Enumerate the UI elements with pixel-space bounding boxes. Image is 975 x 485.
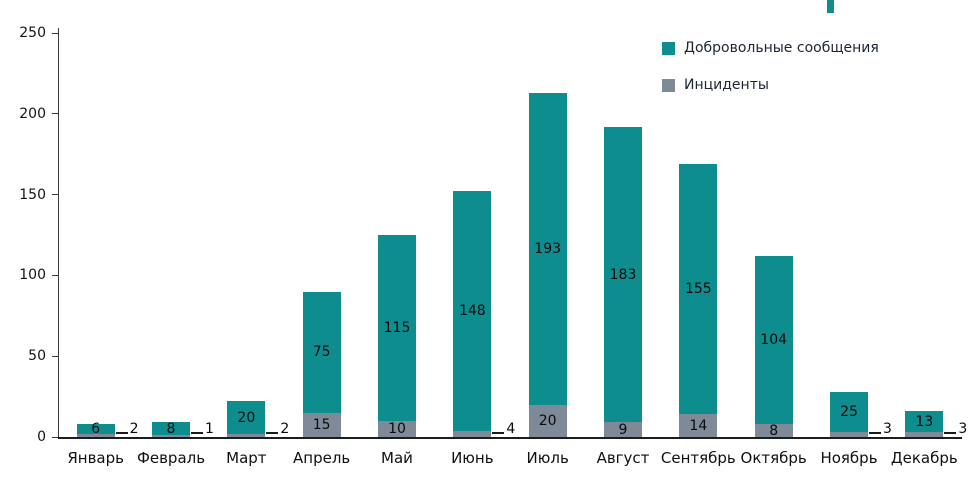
x-axis-category-label: Август bbox=[596, 449, 650, 467]
voluntary-value-label: 115 bbox=[383, 319, 411, 336]
bar-segment-voluntary bbox=[604, 126, 642, 423]
legend-swatch-incidents-icon bbox=[662, 78, 675, 92]
voluntary-value-label: 155 bbox=[684, 281, 712, 298]
y-axis-tick-label: 250 bbox=[19, 25, 46, 41]
bar-segment-voluntary bbox=[453, 191, 492, 431]
bar-segment-incidents bbox=[453, 430, 492, 437]
x-axis-line bbox=[58, 437, 962, 439]
y-axis-tick bbox=[52, 436, 58, 438]
x-axis-category-label: Январь bbox=[67, 449, 124, 467]
incident-value-label: 2 bbox=[280, 421, 290, 437]
incident-callout-line bbox=[115, 432, 128, 434]
incident-value-label: 2 bbox=[129, 421, 139, 437]
bar-segment-incidents bbox=[302, 412, 341, 437]
incident-value-label: 8 bbox=[769, 422, 779, 439]
y-axis-tick bbox=[52, 274, 58, 276]
bar-segment-voluntary bbox=[830, 391, 868, 433]
legend-label-voluntary: Добровольные сообщения bbox=[684, 40, 879, 56]
chart-legend: Добровольные сообщения Инциденты bbox=[662, 40, 879, 114]
incident-value-label: 9 bbox=[618, 421, 628, 438]
legend-swatch-voluntary-icon bbox=[662, 41, 675, 55]
voluntary-value-label: 75 bbox=[312, 344, 331, 361]
voluntary-value-label: 8 bbox=[166, 420, 176, 437]
top-edge-teal-mark bbox=[827, 0, 834, 13]
voluntary-value-label: 148 bbox=[458, 302, 486, 319]
voluntary-value-label: 20 bbox=[237, 409, 256, 426]
bar-segment-voluntary bbox=[754, 256, 793, 425]
voluntary-value-label: 183 bbox=[609, 266, 637, 283]
y-axis-tick bbox=[52, 32, 58, 34]
x-axis-category-label: Декабрь bbox=[890, 449, 958, 467]
bar-segment-incidents bbox=[76, 433, 115, 437]
legend-item-voluntary: Добровольные сообщения bbox=[662, 40, 879, 56]
incident-callout-line bbox=[191, 432, 203, 434]
bar-segment-voluntary bbox=[76, 424, 115, 434]
x-axis-category-label: Февраль bbox=[136, 449, 206, 467]
incident-callout-line bbox=[492, 432, 505, 434]
legend-item-incidents: Инциденты bbox=[662, 77, 879, 93]
x-axis-category-label: Июль bbox=[526, 449, 569, 467]
bar-segment-incidents bbox=[830, 432, 868, 437]
incident-value-label: 10 bbox=[388, 420, 406, 437]
incident-callout-line bbox=[266, 432, 279, 434]
y-axis-tick bbox=[52, 194, 58, 196]
voluntary-value-label: 6 bbox=[91, 420, 101, 437]
x-axis-category-label: Октябрь bbox=[740, 449, 807, 467]
incident-value-label: 20 bbox=[538, 412, 557, 429]
bar-segment-incidents bbox=[679, 414, 718, 437]
x-axis-category-label: Ноябрь bbox=[820, 449, 878, 467]
bar-segment-incidents bbox=[227, 433, 266, 437]
incident-value-label: 3 bbox=[958, 421, 968, 437]
incident-value-label: 14 bbox=[689, 417, 708, 434]
bar-segment-incidents bbox=[152, 435, 190, 437]
incident-value-label: 4 bbox=[506, 421, 516, 437]
bar-segment-voluntary bbox=[905, 411, 944, 433]
bar-segment-incidents bbox=[604, 422, 642, 437]
bar-segment-incidents bbox=[754, 424, 793, 437]
x-axis-category-label: Июнь bbox=[451, 449, 494, 467]
y-axis-tick bbox=[52, 113, 58, 115]
incident-callout-line bbox=[944, 432, 957, 434]
bar-segment-voluntary bbox=[302, 291, 341, 413]
incident-callout-line bbox=[869, 432, 881, 434]
bar-segment-voluntary bbox=[528, 92, 567, 405]
y-axis-tick bbox=[52, 355, 58, 357]
y-axis-tick-label: 100 bbox=[19, 267, 46, 284]
x-axis-category-label: Май bbox=[381, 449, 413, 467]
incident-value-label: 15 bbox=[312, 416, 331, 433]
y-axis-tick-label: 150 bbox=[19, 186, 46, 203]
x-axis-category-label: Сентябрь bbox=[660, 449, 736, 467]
bar-segment-incidents bbox=[528, 404, 567, 437]
voluntary-value-label: 13 bbox=[915, 413, 934, 430]
legend-label-incidents: Инциденты bbox=[684, 77, 769, 93]
x-axis-category-label: Март bbox=[226, 449, 267, 467]
y-axis-tick-label: 50 bbox=[28, 348, 46, 365]
voluntary-value-label: 193 bbox=[534, 240, 562, 257]
y-axis-tick-label: 0 bbox=[37, 429, 46, 445]
bar-segment-voluntary bbox=[227, 401, 266, 434]
bar-segment-voluntary bbox=[378, 235, 416, 421]
bar-segment-incidents bbox=[378, 420, 416, 437]
bar-segment-incidents bbox=[905, 432, 944, 437]
x-axis-category-label: Апрель bbox=[293, 449, 351, 467]
incident-value-label: 1 bbox=[205, 421, 214, 437]
bar-segment-voluntary bbox=[152, 422, 190, 436]
voluntary-value-label: 25 bbox=[840, 403, 858, 420]
bar-segment-voluntary bbox=[679, 163, 718, 415]
voluntary-value-label: 104 bbox=[760, 332, 788, 349]
incident-value-label: 3 bbox=[883, 421, 892, 437]
y-axis-tick-label: 200 bbox=[19, 105, 46, 122]
y-axis-line bbox=[58, 28, 59, 438]
